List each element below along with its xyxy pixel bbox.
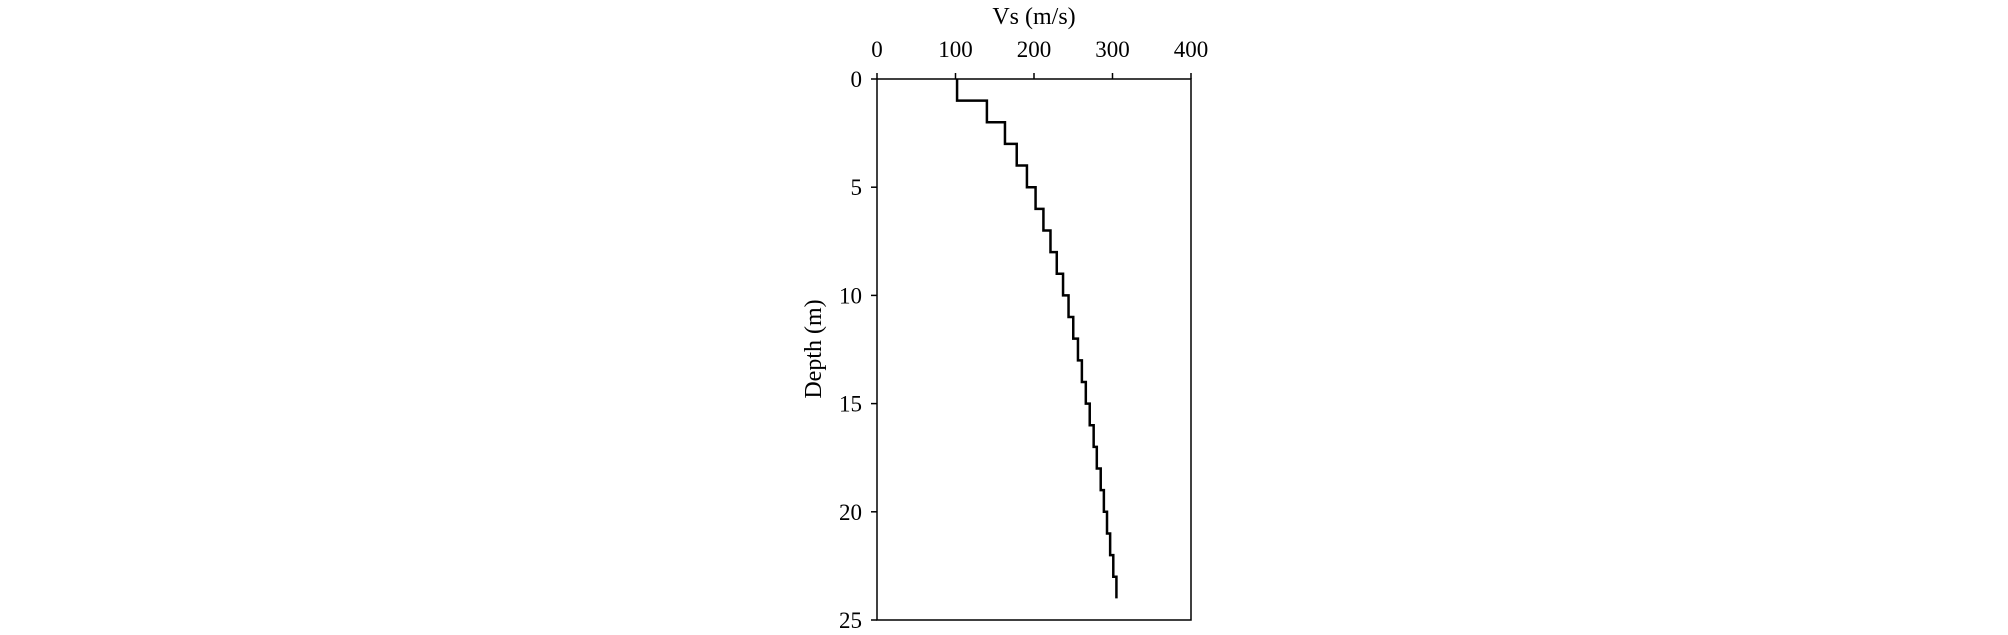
y-axis-title: Depth (m) bbox=[801, 299, 827, 398]
plot-frame bbox=[876, 78, 1192, 621]
y-tick-label: 0 bbox=[851, 67, 863, 92]
x-tick-label: 100 bbox=[938, 37, 973, 62]
y-tick-label: 20 bbox=[839, 500, 862, 525]
x-tick-label: 400 bbox=[1174, 37, 1209, 62]
y-tick-label: 25 bbox=[839, 608, 862, 633]
x-axis-title: Vs (m/s) bbox=[992, 4, 1075, 30]
series-group bbox=[955, 79, 1118, 599]
y-axis-ticks: 0 5 10 15 20 25 bbox=[839, 67, 877, 633]
y-tick-label: 5 bbox=[851, 175, 863, 200]
x-tick-label: 0 bbox=[871, 37, 883, 62]
x-tick-label: 200 bbox=[1017, 37, 1052, 62]
x-axis-ticks: 0 100 200 300 400 bbox=[871, 37, 1208, 79]
y-tick-label: 10 bbox=[839, 283, 862, 308]
y-tick-label: 15 bbox=[839, 392, 862, 417]
x-tick-label: 300 bbox=[1095, 37, 1130, 62]
vs-profile-line bbox=[955, 79, 1118, 599]
